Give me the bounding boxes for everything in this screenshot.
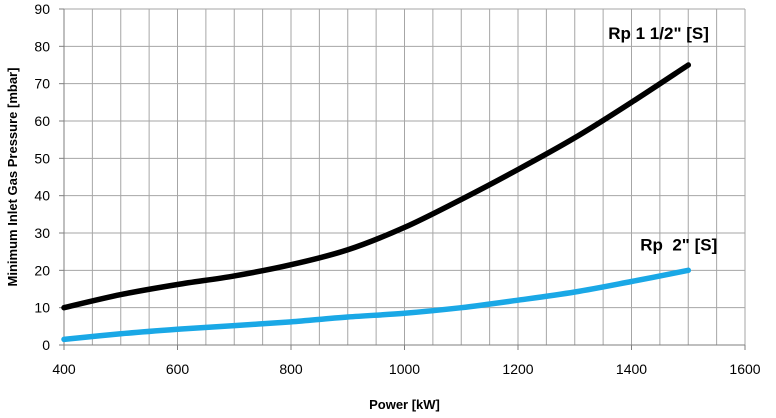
x-tick-label: 1000 — [389, 361, 420, 377]
tick-labels: 400 600 800 1000 1200 1400 1600 0 10 20 30 40 50 60 70… — [34, 1, 760, 377]
y-tick-label: 80 — [34, 38, 50, 54]
y-tick-label: 40 — [34, 188, 50, 204]
x-tick-label: 1400 — [616, 361, 647, 377]
x-tick-label: 1600 — [729, 361, 760, 377]
series-label-2: Rp 2" [S] — [640, 235, 717, 254]
series-labels: Rp 1 1/2" [S] Rp 2" [S] — [608, 24, 717, 254]
series-label-1: Rp 1 1/2" [S] — [608, 24, 709, 43]
y-axis-title: Minimum Inlet Gas Pressure [mbar] — [5, 68, 20, 287]
x-tick-label: 800 — [279, 361, 303, 377]
series-line-1 — [61, 62, 692, 311]
y-tick-label: 90 — [34, 1, 50, 17]
y-tick-label: 30 — [34, 225, 50, 241]
y-tick-label: 60 — [34, 113, 50, 129]
axes — [59, 8, 746, 350]
y-tick-label: 10 — [34, 300, 50, 316]
x-tick-label: 1200 — [502, 361, 533, 377]
y-tick-label: 20 — [34, 262, 50, 278]
y-tick-label: 70 — [34, 76, 50, 92]
grid — [63, 8, 746, 346]
series-lines — [61, 62, 692, 343]
x-tick-label: 400 — [52, 361, 76, 377]
y-tick-label: 0 — [42, 337, 50, 353]
x-axis-title: Power [kW] — [369, 397, 440, 412]
series-line-2 — [61, 267, 692, 343]
y-tick-label: 50 — [34, 150, 50, 166]
x-tick-label: 600 — [166, 361, 190, 377]
